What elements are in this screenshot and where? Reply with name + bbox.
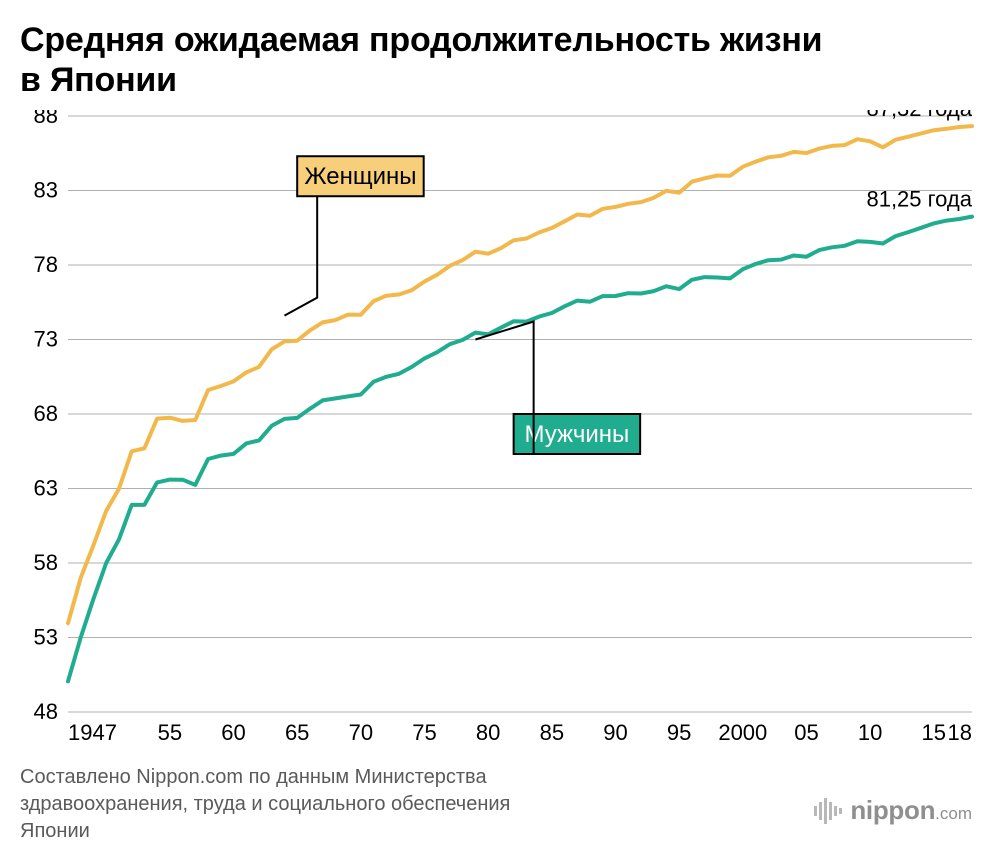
x-tick-label: 55 <box>158 720 182 745</box>
line-women <box>68 126 972 623</box>
x-tick-label: 95 <box>667 720 691 745</box>
y-tick-label: 88 <box>34 110 58 128</box>
sound-bars-icon <box>812 796 850 826</box>
x-tick-label: 80 <box>476 720 500 745</box>
x-tick-label: 15 <box>922 720 946 745</box>
y-tick-label: 63 <box>34 476 58 501</box>
x-tick-label: 10 <box>858 720 882 745</box>
y-tick-label: 58 <box>34 550 58 575</box>
logo-suffix: .com <box>935 804 972 823</box>
legend-text: Женщины <box>304 163 416 190</box>
x-tick-label: 60 <box>221 720 245 745</box>
chart-title: Средняя ожидаемая продолжительность жизн… <box>20 20 980 100</box>
chart: 48 53 58 63 68 73 78 83 88 1947 55 60 65 70 75 80 85 90 95… <box>20 110 980 750</box>
y-tick-label: 83 <box>34 178 58 203</box>
y-tick-label: 48 <box>34 699 58 724</box>
nippon-logo: nippon.com <box>812 795 972 826</box>
logo-name: nippon <box>850 795 935 825</box>
y-tick-label: 53 <box>34 625 58 650</box>
x-tick-label: 90 <box>603 720 627 745</box>
x-tick-label: 18 <box>948 720 972 745</box>
end-label-men: 81,25 года <box>866 187 972 212</box>
x-tick-label: 05 <box>794 720 818 745</box>
x-tick-label: 2000 <box>718 720 767 745</box>
end-label-women: 87,32 года <box>866 110 972 121</box>
x-tick-label: 75 <box>412 720 436 745</box>
y-tick-label: 73 <box>34 327 58 352</box>
legend-pointer <box>284 196 317 315</box>
x-tick-label: 65 <box>285 720 309 745</box>
y-tick-label: 78 <box>34 252 58 277</box>
x-tick-label: 70 <box>349 720 373 745</box>
legend-text: Мужчины <box>525 421 630 448</box>
x-tick-label: 1947 <box>68 720 117 745</box>
x-tick-label: 85 <box>540 720 564 745</box>
y-tick-label: 68 <box>34 401 58 426</box>
source-text: Составлено Nippon.com по данным Министер… <box>20 764 680 845</box>
